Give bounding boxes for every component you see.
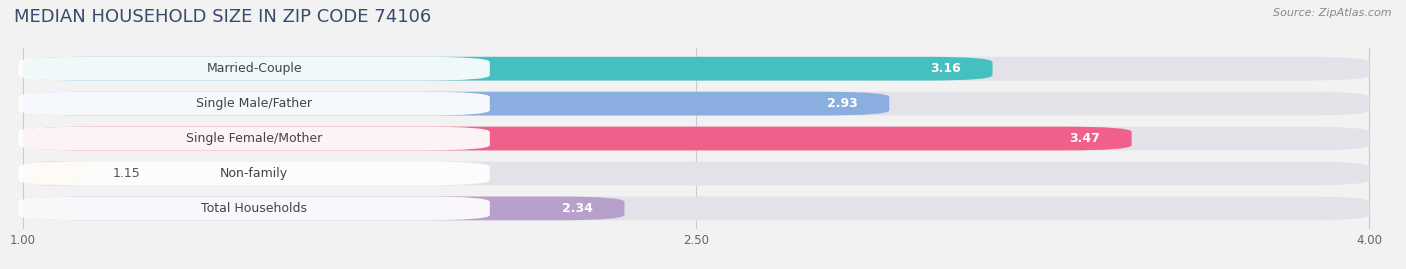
FancyBboxPatch shape [22,127,1369,150]
FancyBboxPatch shape [22,127,1132,150]
Text: MEDIAN HOUSEHOLD SIZE IN ZIP CODE 74106: MEDIAN HOUSEHOLD SIZE IN ZIP CODE 74106 [14,8,432,26]
FancyBboxPatch shape [18,92,489,115]
Text: 2.34: 2.34 [562,202,593,215]
FancyBboxPatch shape [18,57,489,80]
Text: 1.15: 1.15 [112,167,141,180]
FancyBboxPatch shape [18,127,489,150]
FancyBboxPatch shape [22,197,624,220]
Text: 3.47: 3.47 [1070,132,1101,145]
FancyBboxPatch shape [18,162,489,185]
FancyBboxPatch shape [22,92,889,115]
Text: Total Households: Total Households [201,202,307,215]
FancyBboxPatch shape [22,57,993,80]
Text: Source: ZipAtlas.com: Source: ZipAtlas.com [1274,8,1392,18]
Text: 3.16: 3.16 [931,62,962,75]
FancyBboxPatch shape [22,92,1369,115]
Text: Single Female/Mother: Single Female/Mother [186,132,322,145]
FancyBboxPatch shape [22,57,1369,80]
FancyBboxPatch shape [22,162,1369,185]
FancyBboxPatch shape [22,162,90,185]
Text: 2.93: 2.93 [827,97,858,110]
Text: Married-Couple: Married-Couple [207,62,302,75]
Text: Non-family: Non-family [221,167,288,180]
FancyBboxPatch shape [18,197,489,220]
FancyBboxPatch shape [22,197,1369,220]
Text: Single Male/Father: Single Male/Father [197,97,312,110]
